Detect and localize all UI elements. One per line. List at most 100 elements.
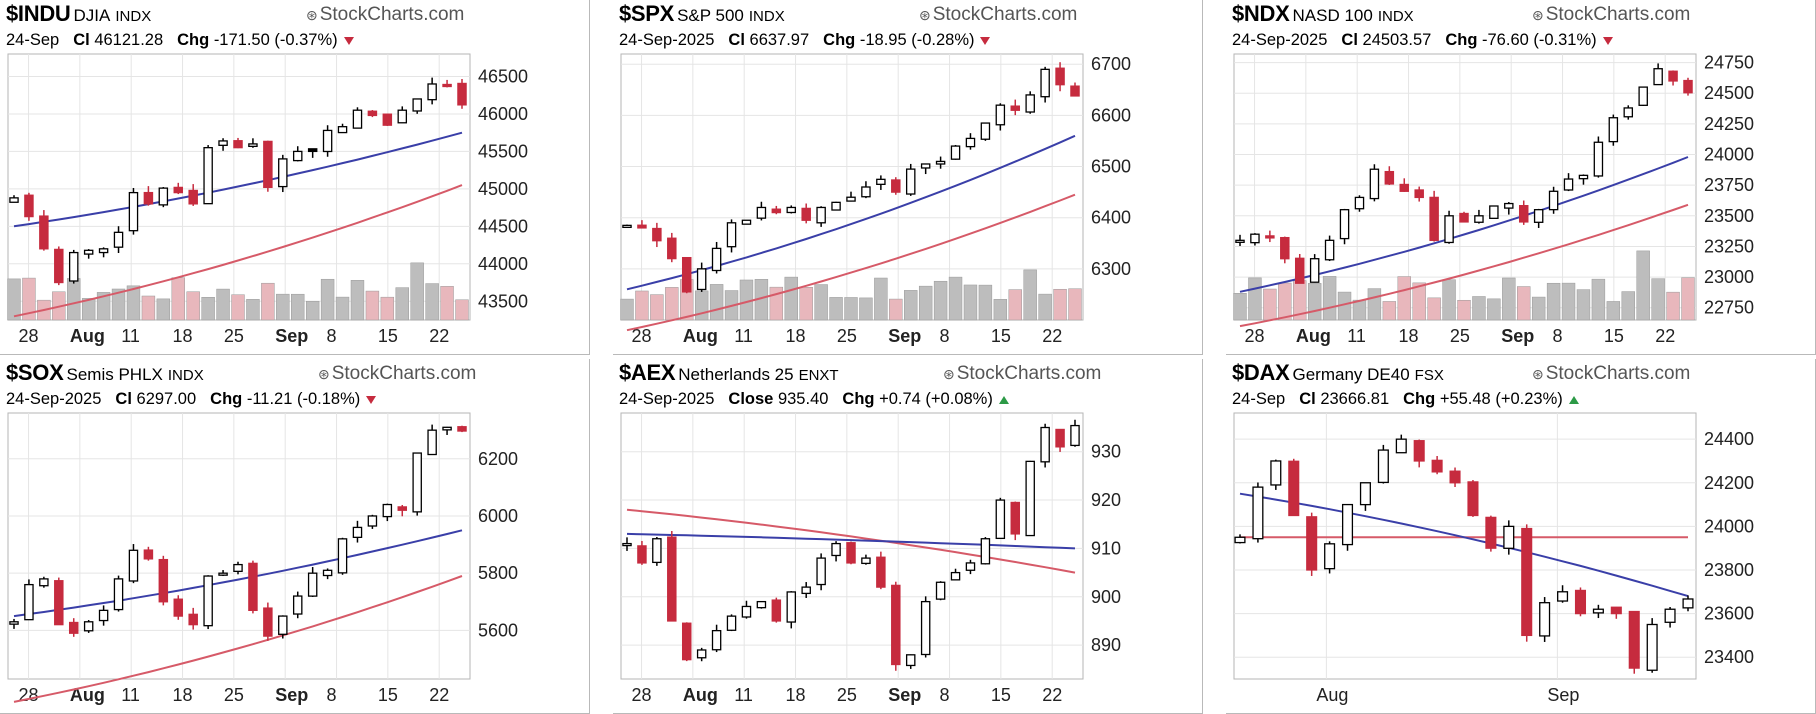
candle-body (352, 526, 363, 538)
candle-body (1399, 183, 1410, 192)
y-tick-label: 22750 (1704, 298, 1754, 318)
candle-body (442, 426, 452, 431)
volume-bar (889, 298, 903, 321)
candle-body (935, 160, 946, 165)
volume-bar (1546, 282, 1561, 321)
candle-body (681, 622, 692, 661)
y-tick-label: 24000 (1704, 145, 1754, 165)
price-info: 24-Sep-2025 Close 935.40 Chg +0.74 (+0.08%… (619, 389, 1009, 409)
candle-body (307, 572, 318, 597)
candle-body (128, 191, 139, 232)
candle-body (756, 600, 767, 609)
volume-bar (395, 287, 409, 321)
x-tick-label: Sep (888, 685, 921, 705)
y-tick-label: 24250 (1704, 114, 1754, 134)
candle-body (1563, 178, 1574, 191)
candle-body (292, 150, 303, 162)
volume-bar (694, 290, 709, 321)
x-tick-label: 15 (991, 326, 1011, 346)
candle-body (995, 104, 1006, 126)
candle-body (1377, 449, 1389, 484)
x-tick-label: 11 (1347, 326, 1366, 346)
candle-body (427, 83, 437, 101)
price-info: 24-Sep Cl 46121.28 Chg -171.50 (-0.37%) (6, 30, 354, 50)
candle-body (816, 557, 826, 586)
x-tick-label: Aug (70, 685, 105, 705)
x-tick-label: 22 (1042, 685, 1062, 705)
chart-panel-ndx: $NDX NASD 100 INDX ⊛ StockCharts.com 24-Sep… (1226, 0, 1816, 355)
candle-body (801, 207, 811, 221)
candle-body (1548, 190, 1559, 211)
candle-body (457, 426, 467, 432)
candlestick-chart: 5600 5800 6000 6200 28 Aug 11 18 25 Sep 8 15 22 (7, 412, 518, 705)
candle-body (54, 248, 64, 284)
x-tick-label: 22 (429, 685, 449, 705)
x-tick-label: 8 (327, 326, 337, 346)
volume-bar (216, 288, 230, 321)
candle-body (950, 571, 961, 581)
candle-body (263, 607, 273, 637)
price-info: 24-Sep Cl 23666.81 Chg +55.48 (+0.23%) (1232, 389, 1579, 409)
candle-body (39, 215, 49, 250)
stockcharts-logo-icon: ⊛ (943, 366, 955, 382)
x-tick-label: Sep (275, 326, 308, 346)
candle-body (1668, 70, 1678, 82)
stockcharts-logo-icon: ⊛ (919, 7, 931, 23)
candle-body (1309, 258, 1320, 283)
candle-body (307, 148, 318, 153)
y-tick-label: 24000 (1704, 516, 1754, 536)
candle-body (741, 219, 752, 225)
volume-bar (948, 276, 963, 321)
volume-bar (1278, 282, 1292, 321)
candle-body (801, 586, 811, 595)
x-tick-label: Sep (275, 685, 308, 705)
x-tick-label: Aug (1296, 326, 1331, 346)
x-tick-label: 15 (1604, 326, 1624, 346)
volume-bar (1457, 299, 1471, 321)
x-tick-label: 8 (1553, 326, 1563, 346)
candle-body (143, 191, 154, 205)
candle-body (1628, 610, 1640, 669)
volume-bar (1233, 293, 1247, 321)
candle-body (771, 208, 782, 214)
stockcharts-brand: ⊛ StockCharts.com (919, 4, 1078, 25)
volume-bar (410, 262, 424, 321)
candle-body (98, 248, 109, 254)
candle-body (9, 197, 19, 203)
candle-body (876, 556, 886, 588)
candle-body (397, 109, 408, 124)
candle-body (113, 231, 124, 248)
candle-body (1270, 460, 1282, 486)
candle-body (352, 109, 363, 129)
moving-average-short (13, 529, 463, 618)
volume-bar (1576, 289, 1591, 321)
volume-bar (829, 297, 843, 321)
volume-bar (933, 280, 948, 321)
y-tick-label: 23600 (1704, 604, 1754, 624)
volume-bar (859, 297, 873, 321)
volume-bar (993, 299, 1008, 321)
chart-panel-aex: $AEX Netherlands 25 ENXT ⊛ StockCharts.com … (613, 359, 1203, 714)
volume-bar (1427, 297, 1441, 321)
candle-body (726, 615, 737, 631)
candle-body (218, 140, 228, 146)
volume-bar (380, 296, 395, 321)
candle-body (1025, 460, 1035, 537)
candle-body (173, 598, 184, 617)
x-tick-label: 25 (1450, 326, 1470, 346)
x-tick-label: Sep (888, 326, 921, 346)
volume-bar (111, 288, 126, 321)
volume-bar (1621, 291, 1635, 321)
stockcharts-logo-icon: ⊛ (1532, 366, 1544, 382)
candle-body (1288, 460, 1300, 517)
chart-title: $AEX Netherlands 25 ENXT (619, 360, 839, 385)
stockcharts-brand: ⊛ StockCharts.com (1532, 4, 1691, 25)
y-tick-label: 45500 (478, 141, 528, 161)
candle-body (188, 613, 198, 626)
candle-body (1578, 174, 1589, 180)
volume-bar (276, 293, 290, 321)
moving-average-long (626, 508, 1076, 574)
candle-body (1682, 598, 1694, 609)
candle-body (831, 201, 841, 211)
candle-body (1593, 141, 1604, 177)
